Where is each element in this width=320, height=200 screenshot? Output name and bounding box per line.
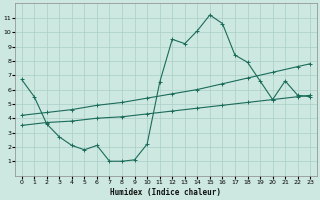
X-axis label: Humidex (Indice chaleur): Humidex (Indice chaleur) xyxy=(110,188,221,197)
